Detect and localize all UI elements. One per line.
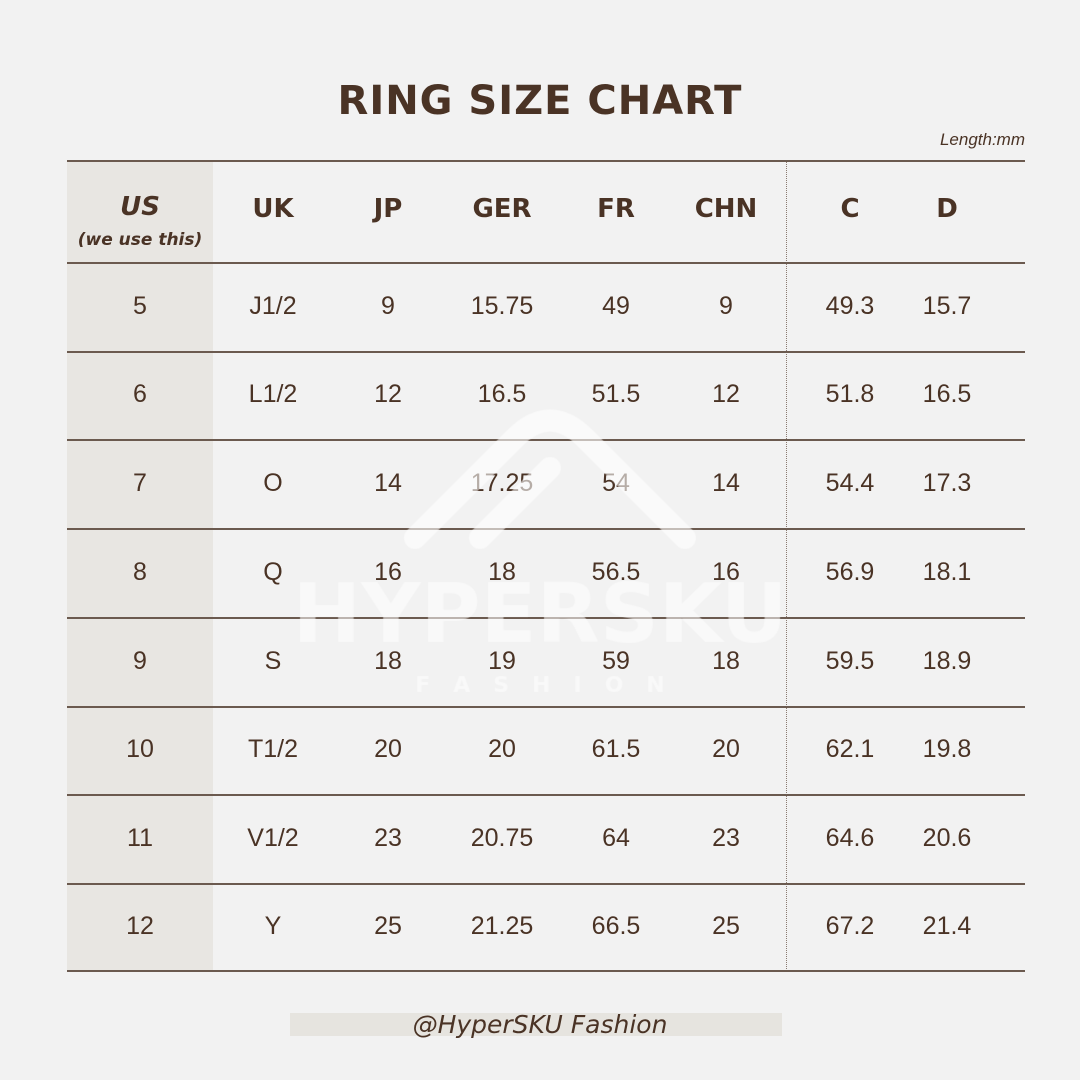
cell-jp: 9 — [381, 291, 395, 320]
cell-chn: 9 — [719, 291, 733, 320]
cell-chn: 20 — [712, 735, 740, 763]
cell-uk: S — [264, 646, 282, 675]
row-divider — [67, 706, 1025, 708]
cell-fr: 51.5 — [591, 380, 641, 408]
page-title: RING SIZE CHART — [337, 78, 743, 124]
cell-ger: 20 — [488, 735, 516, 763]
cell-jp: 23 — [374, 823, 402, 852]
cell-c: 62.1 — [825, 735, 875, 763]
cell-fr: 59 — [602, 646, 630, 675]
cell-d: 20.6 — [922, 823, 972, 852]
cell-d: 18.9 — [922, 646, 972, 675]
cell-fr: 64 — [602, 823, 630, 852]
header-fr: FR — [597, 194, 635, 224]
cell-us: 11 — [127, 823, 153, 852]
cell-uk: V1/2 — [247, 823, 299, 852]
row-divider — [67, 262, 1025, 264]
cell-us: 12 — [126, 912, 154, 940]
cell-c: 59.5 — [825, 646, 875, 675]
cell-uk: T1/2 — [247, 735, 299, 763]
row-divider — [67, 883, 1025, 885]
row-divider — [67, 439, 1025, 441]
cell-us: 8 — [133, 557, 147, 586]
cell-uk: O — [263, 468, 283, 497]
footer-handle: @HyperSKU Fashion — [412, 1010, 668, 1039]
cell-ger: 16.5 — [477, 380, 527, 408]
column-divider — [786, 160, 787, 971]
cell-d: 16.5 — [922, 380, 972, 408]
cell-us: 6 — [133, 380, 147, 408]
cell-chn: 18 — [712, 646, 740, 675]
cell-jp: 16 — [374, 557, 402, 586]
cell-uk: L1/2 — [248, 380, 298, 408]
ring-size-table: US UK JP GER FR CHN C D (we use this) 5 J1/2 9 15.75… — [67, 160, 1025, 972]
cell-us: 10 — [126, 735, 154, 763]
cell-d: 21.4 — [922, 912, 972, 940]
cell-c: 67.2 — [825, 912, 875, 940]
cell-fr: 56.5 — [591, 557, 641, 586]
cell-us: 5 — [133, 291, 147, 320]
row-divider — [67, 160, 1025, 162]
header-chn: CHN — [694, 194, 758, 224]
cell-chn: 14 — [712, 468, 740, 497]
cell-ger: 20.75 — [470, 823, 534, 852]
cell-d: 15.7 — [922, 291, 972, 320]
cell-d: 17.3 — [922, 468, 972, 497]
header-us: US — [120, 192, 160, 222]
header-c: C — [840, 194, 860, 224]
row-divider — [67, 351, 1025, 353]
cell-uk: J1/2 — [249, 291, 297, 320]
cell-c: 54.4 — [825, 468, 875, 497]
row-divider — [67, 617, 1025, 619]
row-divider — [67, 528, 1025, 530]
cell-chn: 12 — [712, 380, 740, 408]
cell-c: 64.6 — [825, 823, 875, 852]
header-ger: GER — [472, 194, 532, 224]
cell-jp: 25 — [374, 912, 402, 940]
cell-ger: 15.75 — [470, 291, 534, 320]
cell-ger: 17.25 — [470, 468, 534, 497]
cell-fr: 49 — [602, 291, 630, 320]
cell-c: 51.8 — [825, 380, 875, 408]
row-divider — [67, 970, 1025, 972]
cell-ger: 18 — [488, 557, 516, 586]
us-note: (we use this) — [77, 230, 203, 250]
cell-d: 19.8 — [922, 735, 972, 763]
cell-uk: Y — [264, 912, 282, 940]
cell-ger: 19 — [488, 646, 516, 675]
footer-banner — [290, 1013, 782, 1036]
cell-jp: 12 — [374, 380, 402, 408]
cell-fr: 54 — [602, 468, 630, 497]
cell-jp: 18 — [374, 646, 402, 675]
cell-c: 56.9 — [825, 557, 875, 586]
cell-jp: 20 — [374, 735, 402, 763]
cell-uk: Q — [263, 557, 283, 586]
cell-fr: 66.5 — [591, 912, 641, 940]
cell-us: 7 — [133, 468, 147, 497]
cell-chn: 25 — [712, 912, 740, 940]
header-jp: JP — [373, 194, 403, 224]
header-d: D — [936, 194, 958, 224]
cell-fr: 61.5 — [591, 735, 641, 763]
cell-ger: 21.25 — [470, 912, 534, 940]
cell-chn: 23 — [712, 823, 740, 852]
row-divider — [67, 794, 1025, 796]
cell-jp: 14 — [374, 468, 402, 497]
cell-d: 18.1 — [922, 557, 972, 586]
cell-us: 9 — [133, 646, 147, 675]
unit-note: Length:mm — [939, 130, 1025, 149]
cell-c: 49.3 — [825, 291, 875, 320]
header-uk: UK — [252, 194, 294, 224]
cell-chn: 16 — [712, 557, 740, 586]
